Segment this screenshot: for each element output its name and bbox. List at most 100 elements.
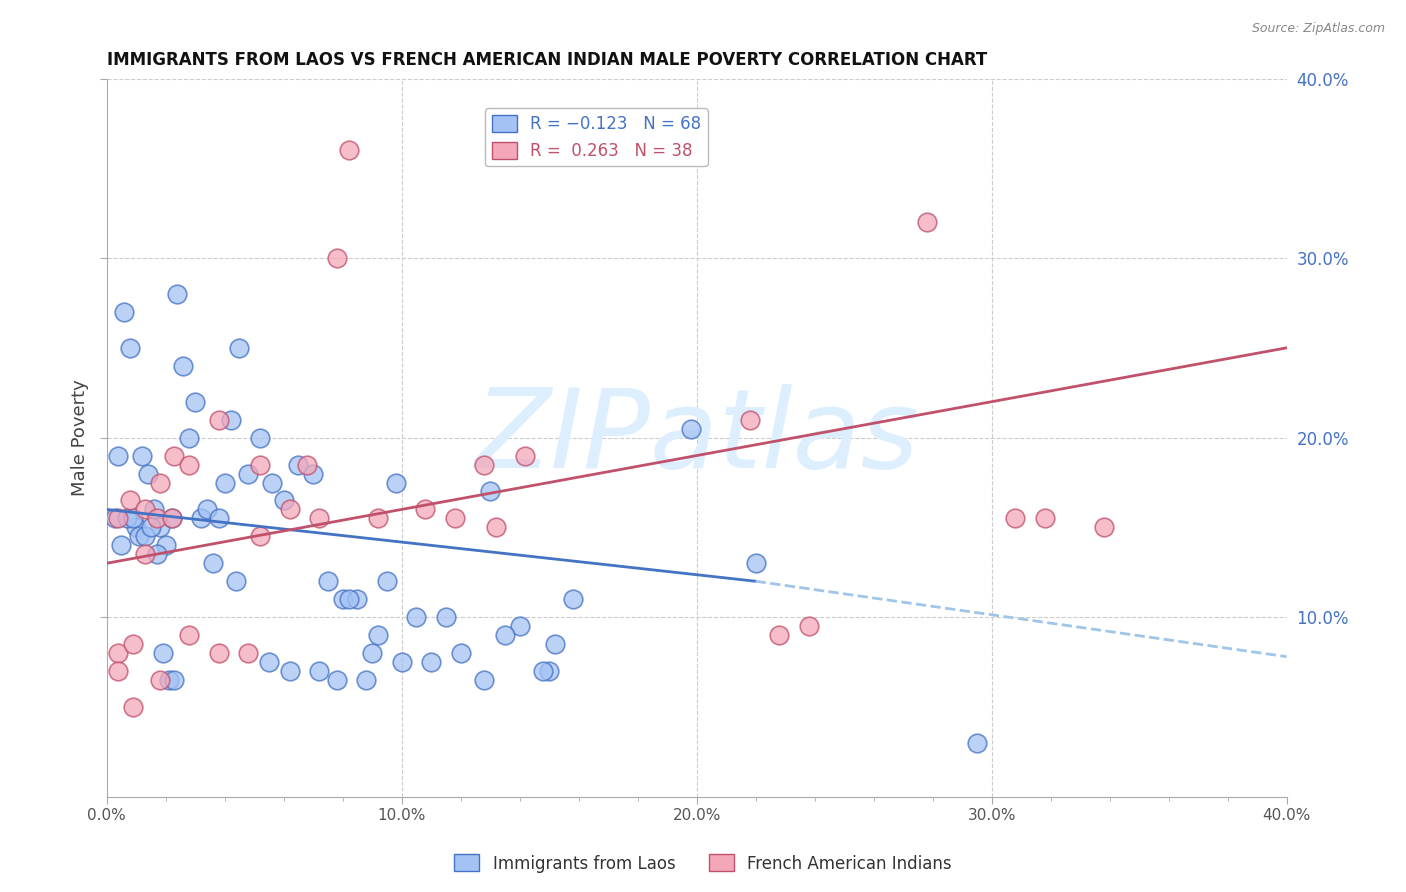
Point [260, 475, 283, 490]
Point [915, 215, 938, 229]
Point [544, 637, 567, 651]
Point [797, 619, 820, 633]
Point [413, 502, 436, 516]
Point [122, 700, 145, 714]
Point [228, 341, 250, 355]
Point [325, 251, 347, 265]
Point [384, 475, 406, 490]
Point [149, 475, 172, 490]
Point [107, 449, 129, 463]
Point [110, 538, 132, 552]
Point [278, 502, 301, 516]
Point [325, 673, 347, 687]
Point [139, 520, 162, 534]
Point [302, 467, 325, 481]
Point [375, 574, 398, 589]
Point [966, 736, 988, 750]
Point [738, 412, 761, 426]
Point [768, 628, 790, 642]
Point [172, 359, 194, 373]
Point [249, 431, 271, 445]
Point [120, 341, 142, 355]
Point [122, 511, 145, 525]
Point [208, 412, 231, 426]
Point [509, 619, 531, 633]
Point [485, 520, 508, 534]
Point [134, 502, 156, 516]
Point [354, 673, 377, 687]
Point [214, 475, 236, 490]
Point [142, 502, 165, 516]
Point [104, 511, 127, 525]
Point [561, 592, 583, 607]
Point [346, 592, 368, 607]
Point [287, 458, 309, 472]
Point [316, 574, 339, 589]
Point [391, 655, 413, 669]
Point [450, 646, 472, 660]
Point [538, 664, 561, 678]
Point [337, 592, 360, 607]
Point [179, 628, 201, 642]
Point [131, 449, 153, 463]
Point [117, 511, 139, 525]
Point [308, 511, 330, 525]
Point [152, 646, 174, 660]
Point [405, 610, 427, 624]
Point [479, 484, 502, 499]
Point [179, 458, 201, 472]
Point [157, 673, 180, 687]
Point [494, 628, 516, 642]
Legend: Immigrants from Laos, French American Indians: Immigrants from Laos, French American In… [447, 847, 959, 880]
Point [136, 467, 159, 481]
Point [472, 673, 495, 687]
Point [219, 412, 242, 426]
Point [190, 511, 212, 525]
Text: ZIPatlas: ZIPatlas [474, 384, 920, 491]
Point [184, 394, 207, 409]
Point [420, 655, 443, 669]
Point [145, 511, 167, 525]
Point [160, 511, 183, 525]
Point [179, 431, 201, 445]
Point [107, 511, 129, 525]
Point [208, 511, 231, 525]
Point [257, 655, 280, 669]
Text: Source: ZipAtlas.com: Source: ZipAtlas.com [1251, 22, 1385, 36]
Legend: R = −0.123   N = 68, R =  0.263   N = 38: R = −0.123 N = 68, R = 0.263 N = 38 [485, 109, 707, 167]
Point [160, 511, 183, 525]
Point [472, 458, 495, 472]
Point [249, 458, 271, 472]
Y-axis label: Male Poverty: Male Poverty [72, 379, 89, 496]
Point [122, 637, 145, 651]
Point [149, 520, 172, 534]
Point [112, 305, 135, 319]
Point [128, 529, 150, 543]
Point [125, 520, 148, 534]
Point [249, 529, 271, 543]
Point [134, 547, 156, 561]
Point [238, 646, 260, 660]
Point [443, 511, 465, 525]
Point [225, 574, 247, 589]
Point [134, 529, 156, 543]
Point [679, 422, 702, 436]
Point [337, 144, 360, 158]
Text: IMMIGRANTS FROM LAOS VS FRENCH AMERICAN INDIAN MALE POVERTY CORRELATION CHART: IMMIGRANTS FROM LAOS VS FRENCH AMERICAN … [107, 51, 987, 69]
Point [367, 628, 389, 642]
Point [1004, 511, 1026, 525]
Point [332, 592, 354, 607]
Point [273, 493, 295, 508]
Point [208, 646, 231, 660]
Point [434, 610, 457, 624]
Point [744, 556, 766, 570]
Point [145, 547, 167, 561]
Point [361, 646, 384, 660]
Point [107, 646, 129, 660]
Point [163, 449, 186, 463]
Point [278, 664, 301, 678]
Point [149, 673, 172, 687]
Point [163, 673, 186, 687]
Point [515, 449, 537, 463]
Point [120, 493, 142, 508]
